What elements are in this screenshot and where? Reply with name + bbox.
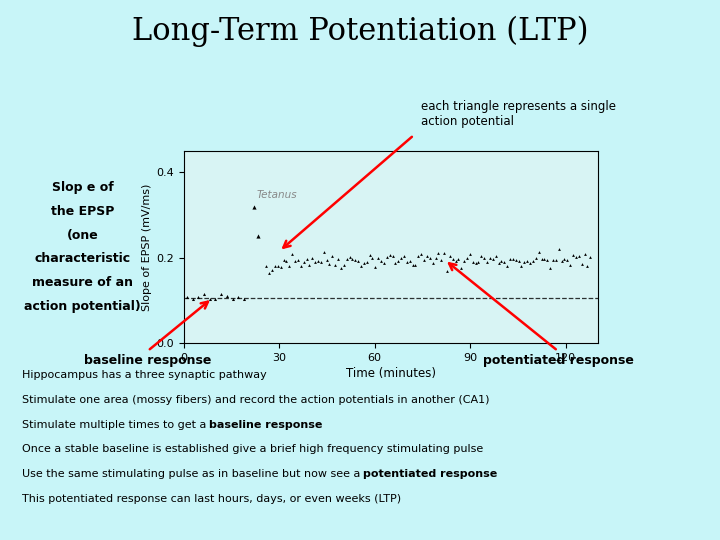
Text: measure of an: measure of an [32, 276, 133, 289]
Text: Long-Term Potentiation (LTP): Long-Term Potentiation (LTP) [132, 16, 588, 48]
Text: Slop e of: Slop e of [52, 181, 114, 194]
Text: the EPSP: the EPSP [51, 205, 114, 218]
Text: This potentiated response can last hours, days, or even weeks (LTP): This potentiated response can last hours… [22, 494, 401, 504]
Y-axis label: Slope of EPSP (mV/ms): Slope of EPSP (mV/ms) [142, 184, 152, 310]
Text: Tetanus: Tetanus [257, 190, 297, 200]
Text: action potential): action potential) [24, 300, 141, 313]
Text: characteristic: characteristic [35, 252, 131, 266]
Text: (one: (one [67, 228, 99, 242]
Text: baseline response: baseline response [210, 420, 323, 430]
Text: Once a stable baseline is established give a brief high frequency stimulating pu: Once a stable baseline is established gi… [22, 444, 483, 455]
Text: potentiated response: potentiated response [364, 469, 498, 480]
Text: potentiated response: potentiated response [482, 354, 634, 367]
X-axis label: Time (minutes): Time (minutes) [346, 367, 436, 380]
Text: each triangle represents a single
action potential: each triangle represents a single action… [421, 100, 616, 128]
Text: Stimulate one area (mossy fibers) and record the action potentials in another (C: Stimulate one area (mossy fibers) and re… [22, 395, 489, 405]
Text: Stimulate multiple times to get a: Stimulate multiple times to get a [22, 420, 210, 430]
Text: Use the same stimulating pulse as in baseline but now see a: Use the same stimulating pulse as in bas… [22, 469, 364, 480]
Text: baseline response: baseline response [84, 354, 211, 367]
Text: Hippocampus has a three synaptic pathway: Hippocampus has a three synaptic pathway [22, 370, 266, 380]
